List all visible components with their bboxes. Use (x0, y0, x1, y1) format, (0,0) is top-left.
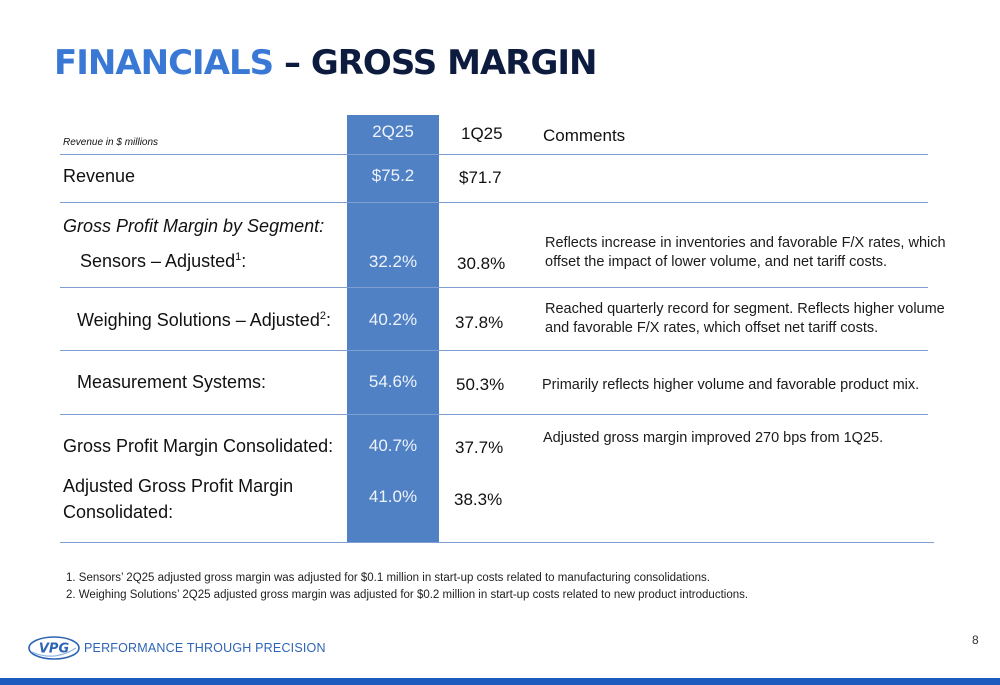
consolidated-2q25: 40.7% (368, 436, 418, 455)
weighing-2q25: 40.2% (368, 310, 418, 329)
header-divider (60, 154, 928, 155)
footnotes: 1. Sensors’ 2Q25 adjusted gross margin w… (66, 570, 748, 603)
title-part-financials: FINANCIALS (54, 43, 274, 83)
measurement-comment: Primarily reflects higher volume and fav… (542, 377, 920, 393)
column-header-comments: Comments (543, 126, 626, 145)
revenue-1q25: $71.7 (459, 168, 502, 187)
units-note: Revenue in $ millions (63, 137, 159, 148)
vpg-logo: VPG (28, 636, 80, 660)
current-quarter-column-highlight (347, 115, 439, 543)
tagline: PERFORMANCE THROUGH PRECISION (84, 641, 326, 655)
footnote-2: 2. Weighing Solutions’ 2Q25 adjusted gro… (66, 588, 749, 601)
page-title: FINANCIALS – GROSS MARGIN (54, 43, 597, 83)
column-header-1q25: 1Q25 (461, 124, 503, 143)
footnote-1: 1. Sensors’ 2Q25 adjusted gross margin w… (66, 572, 710, 584)
sensors-label: Sensors – Adjusted1: (80, 251, 247, 271)
consolidated-label: Gross Profit Margin Consolidated: (63, 436, 334, 456)
sensors-2q25: 32.2% (368, 252, 418, 271)
measurement-label: Measurement Systems: (77, 372, 267, 392)
weighing-1q25: 37.8% (455, 313, 504, 332)
sensors-divider (60, 287, 928, 288)
segment-header: Gross Profit Margin by Segment: (63, 216, 325, 236)
sensors-1q25: 30.8% (457, 254, 506, 273)
logo-text: VPG (39, 642, 70, 657)
weighing-comment: Reached quarterly record for segment. Re… (545, 301, 945, 336)
revenue-divider (60, 202, 928, 203)
column-header-2q25: 2Q25 (372, 122, 414, 141)
measurement-2q25: 54.6% (368, 372, 418, 391)
sensors-comment: Reflects increase in inventories and fav… (545, 235, 946, 270)
consolidated-1q25: 37.7% (455, 438, 504, 457)
revenue-2q25: $75.2 (371, 166, 415, 185)
adjusted-consolidated-label: Adjusted Gross Profit Margin Consolidated… (63, 476, 294, 523)
bottom-accent-bar (0, 678, 1000, 685)
measurement-divider (60, 414, 928, 415)
title-part-gross-margin: – GROSS MARGIN (273, 43, 597, 83)
weighing-divider (60, 350, 928, 351)
revenue-label: Revenue (63, 166, 136, 186)
measurement-1q25: 50.3% (456, 375, 505, 394)
consolidated-comment: Adjusted gross margin improved 270 bps f… (543, 430, 884, 446)
page-number: 8 (972, 633, 979, 647)
adjusted-consolidated-2q25: 41.0% (368, 487, 418, 506)
adjusted-consolidated-1q25: 38.3% (454, 490, 503, 509)
weighing-label: Weighing Solutions – Adjusted2: (77, 310, 331, 330)
table-bottom-divider (60, 542, 934, 543)
